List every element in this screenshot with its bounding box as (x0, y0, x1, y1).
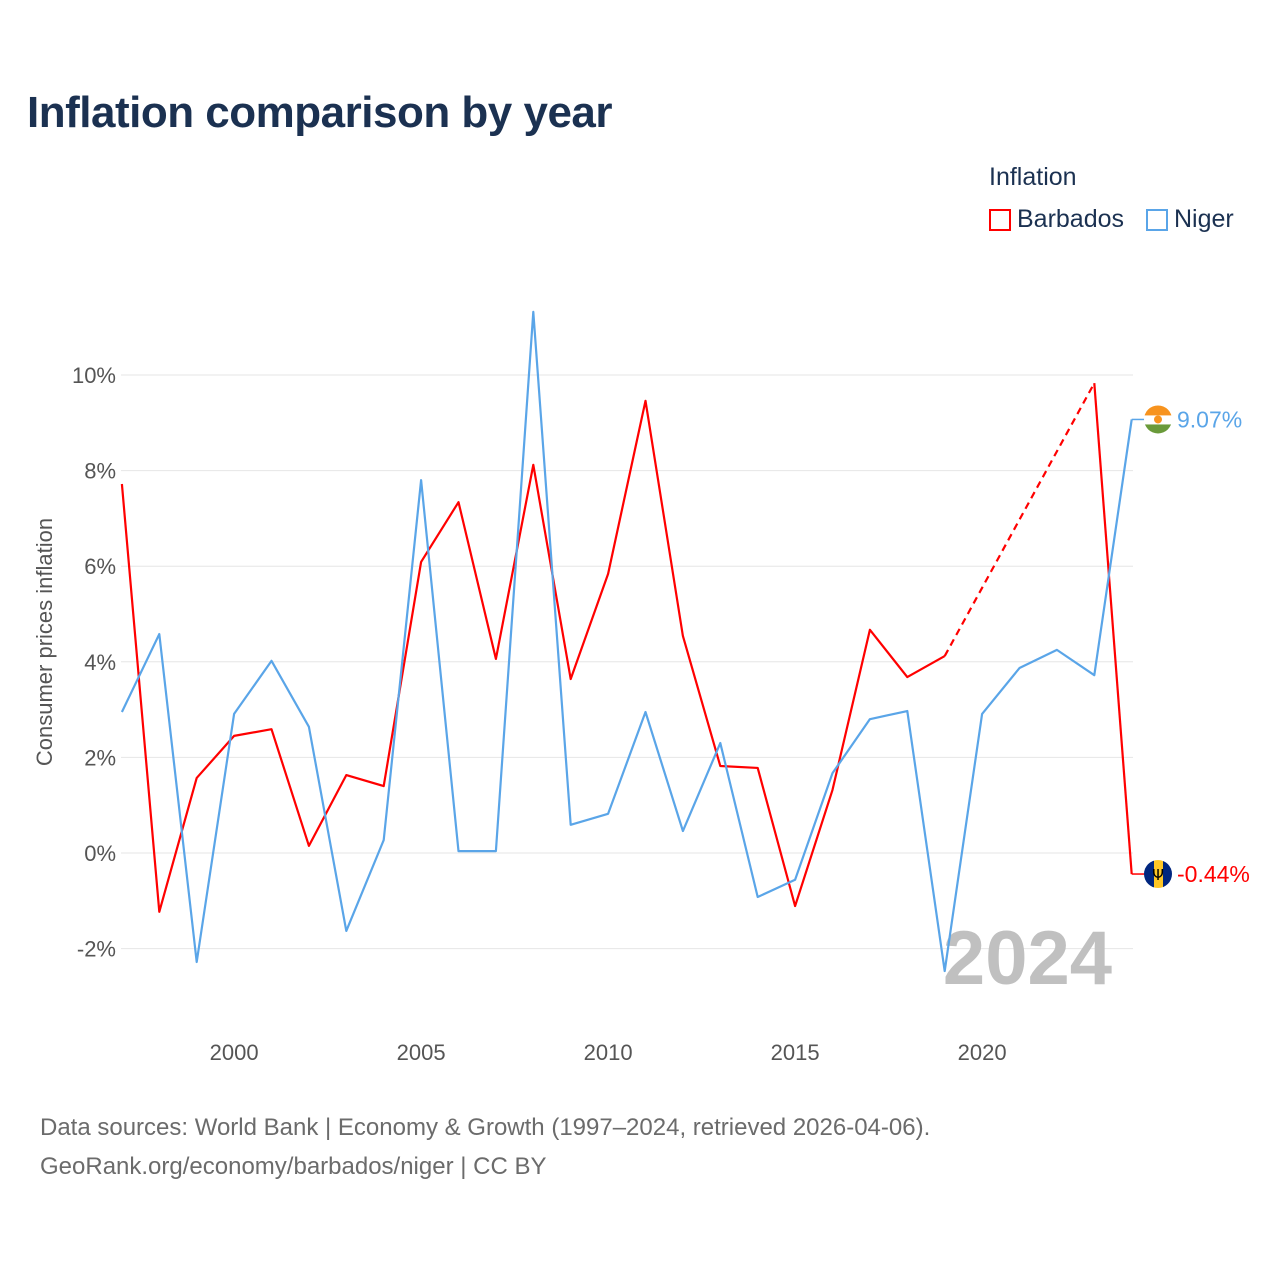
y-tick-label: 6% (84, 554, 116, 579)
end-value-label: -0.44% (1177, 861, 1250, 887)
footer-link[interactable]: GeoRank.org/economy/barbados/niger | CC … (40, 1153, 547, 1180)
series-line-barbados (120, 399, 946, 913)
y-tick-label: 8% (84, 459, 116, 484)
x-tick-label: 2015 (771, 1040, 820, 1065)
barbados-flag-icon: Ψ (1144, 860, 1172, 889)
y-tick-label: 4% (84, 650, 116, 675)
y-axis-label: Consumer prices inflation (32, 518, 57, 766)
series-line-barbados (1093, 383, 1133, 875)
legend-swatch-barbados (989, 208, 1011, 231)
y-tick-label: 0% (84, 841, 116, 866)
x-tick-label: 2000 (210, 1040, 259, 1065)
x-tick-label: 2005 (397, 1040, 446, 1065)
legend-swatch-niger (1146, 208, 1168, 231)
y-tick-label: -2% (77, 937, 116, 962)
legend-label: Barbados (1017, 205, 1125, 233)
chart-title: Inflation comparison by year (27, 88, 613, 137)
niger-flag-icon (1144, 405, 1172, 434)
year-watermark: 2024 (943, 916, 1112, 1001)
flag-stripe (1144, 860, 1154, 889)
flag-body (1144, 405, 1172, 434)
series-gap-barbados (943, 382, 1096, 657)
flag-stripe (1163, 860, 1172, 889)
flag-stripe (1144, 405, 1172, 416)
y-tick-label: 10% (72, 363, 116, 388)
flag-body: Ψ (1144, 860, 1172, 889)
legend-label: Niger (1174, 205, 1234, 233)
legend-item-niger[interactable]: Niger (1146, 205, 1234, 234)
flag-disc (1154, 415, 1162, 424)
trident-icon: Ψ (1152, 866, 1164, 884)
footer: Data sources: World Bank | Economy & Gro… (40, 1108, 930, 1186)
x-tick-label: 2020 (958, 1040, 1007, 1065)
flag-stripe (1154, 860, 1163, 889)
y-tick-label: 2% (84, 745, 116, 770)
series-line-niger (120, 310, 1133, 973)
end-value-label: 9.07% (1177, 406, 1242, 432)
x-tick-label: 2010 (584, 1040, 633, 1065)
legend-item-barbados[interactable]: Barbados (989, 205, 1124, 234)
flag-stripe (1144, 424, 1172, 434)
footer-sources: Data sources: World Bank | Economy & Gro… (40, 1114, 931, 1141)
legend-title: Inflation (989, 163, 1077, 191)
